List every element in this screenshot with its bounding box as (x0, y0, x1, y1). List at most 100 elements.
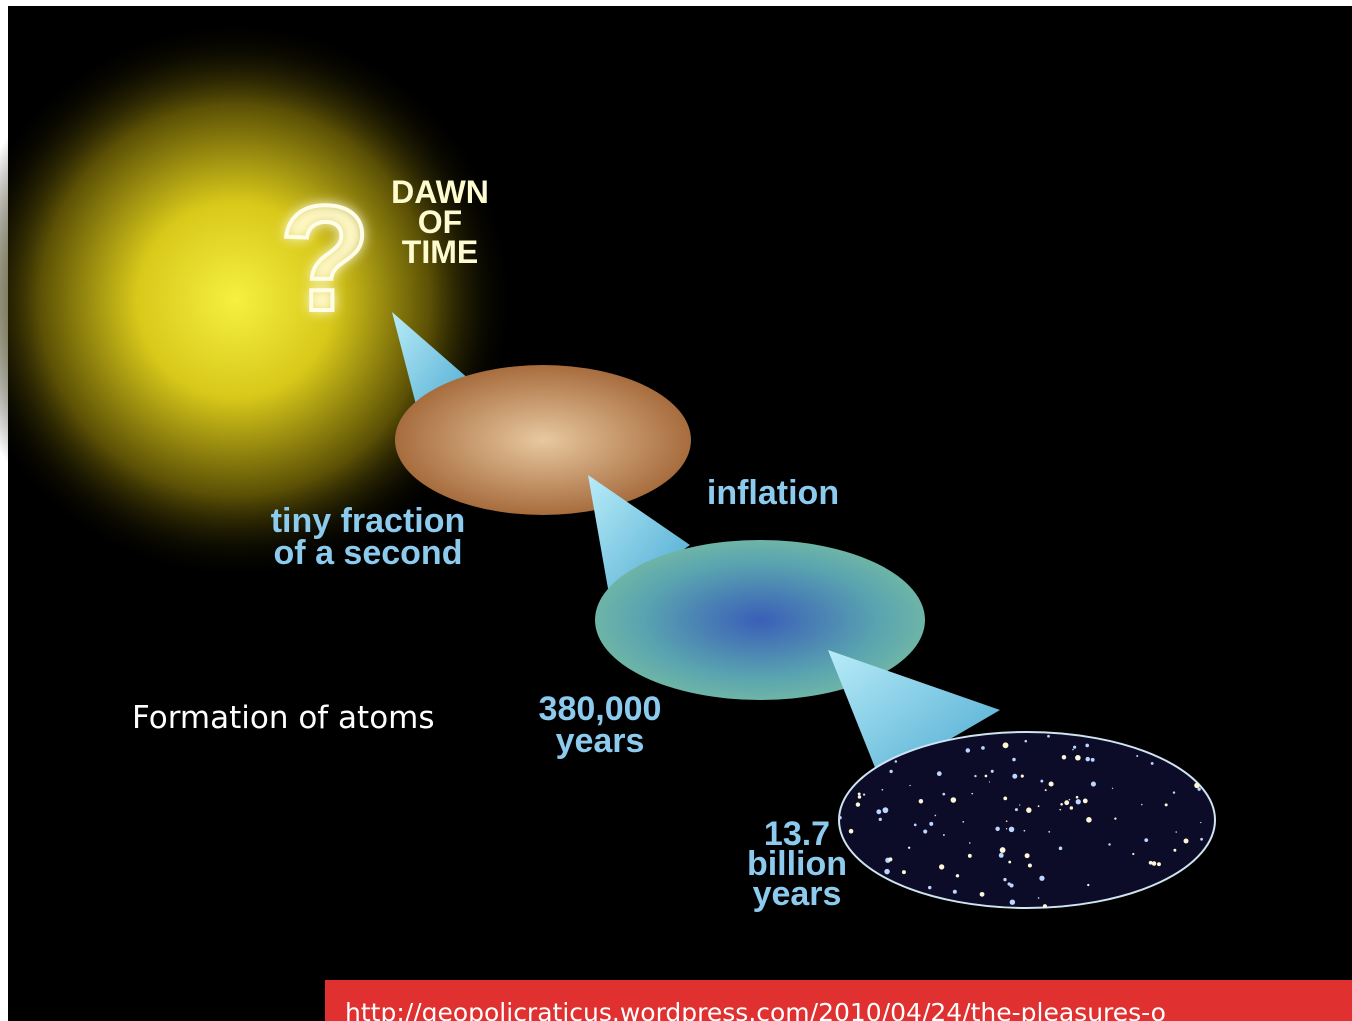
dawn-label: TIME (402, 234, 478, 270)
star (1075, 754, 1081, 761)
star (918, 799, 924, 804)
star (1003, 877, 1007, 882)
star (1183, 838, 1189, 844)
star (1151, 861, 1157, 866)
star (1200, 821, 1202, 824)
star (1069, 806, 1074, 810)
star (1012, 773, 1018, 779)
source-bar (325, 980, 1352, 1021)
star (1044, 789, 1047, 792)
question-mark: ? (279, 174, 371, 342)
star (1037, 805, 1040, 808)
star (1164, 803, 1168, 807)
star (884, 868, 890, 875)
star (1058, 846, 1063, 851)
star (1007, 882, 1011, 886)
question-glow: ? (279, 174, 371, 342)
star (1037, 897, 1040, 899)
star (839, 816, 842, 820)
dawn-label: DAWN (391, 174, 489, 210)
star (1073, 745, 1077, 749)
star (974, 774, 977, 778)
star (1024, 853, 1030, 859)
star (1090, 781, 1096, 787)
star (1027, 863, 1032, 868)
star (990, 769, 994, 773)
stage-label: years (753, 875, 842, 913)
star (1200, 837, 1203, 841)
star (999, 847, 1006, 853)
star (1012, 757, 1016, 762)
star (1019, 804, 1021, 806)
star (1114, 817, 1117, 820)
star (923, 829, 928, 834)
star (889, 769, 893, 774)
star (1090, 757, 1095, 762)
star (1008, 860, 1012, 864)
star (1072, 748, 1074, 751)
star (936, 771, 942, 777)
star (1132, 852, 1135, 856)
star (1060, 803, 1063, 806)
stars (839, 732, 1207, 908)
star (981, 746, 985, 750)
star (1048, 830, 1051, 833)
star (979, 891, 985, 897)
star (1023, 829, 1026, 832)
star (965, 748, 971, 753)
stage-ellipse (838, 731, 1216, 909)
stage-ellipse (395, 365, 691, 515)
star (942, 792, 946, 796)
cone (588, 475, 690, 600)
star (1085, 743, 1089, 748)
star (1002, 742, 1009, 749)
star (1061, 754, 1067, 760)
star (998, 852, 1004, 858)
star (1059, 808, 1062, 811)
stage-label: years (556, 722, 645, 760)
star (888, 857, 893, 862)
star (907, 846, 911, 849)
cone (828, 650, 1000, 780)
star (955, 874, 960, 878)
star (857, 792, 861, 796)
star (938, 864, 945, 870)
star (878, 817, 882, 821)
stage-label: 380,000 (539, 690, 662, 728)
star (1040, 779, 1044, 783)
star (984, 774, 988, 778)
star (1111, 787, 1114, 789)
star (1026, 807, 1032, 813)
star (1108, 843, 1111, 846)
stage-label: inflation (707, 474, 839, 512)
stage-label: billion (747, 845, 847, 883)
star (1039, 875, 1045, 881)
star (1009, 899, 1016, 905)
star (1064, 800, 1070, 806)
star (1020, 774, 1024, 778)
star (1085, 756, 1090, 762)
star (967, 853, 972, 858)
star (1150, 761, 1154, 765)
star (1042, 904, 1048, 908)
star (1140, 803, 1143, 806)
star (1048, 781, 1054, 787)
star (894, 760, 898, 763)
star (1014, 808, 1018, 812)
stage-label: of a second (274, 534, 463, 572)
star (942, 834, 945, 836)
star (1148, 860, 1153, 865)
star (913, 823, 917, 827)
glow (0, 20, 515, 580)
star (1005, 828, 1008, 830)
star (1087, 883, 1090, 887)
star (1172, 791, 1176, 794)
stage-label: 13.7 (764, 815, 830, 853)
star (901, 870, 906, 875)
star (928, 885, 932, 890)
star (882, 807, 889, 814)
star (1068, 798, 1071, 801)
star (1005, 820, 1008, 822)
